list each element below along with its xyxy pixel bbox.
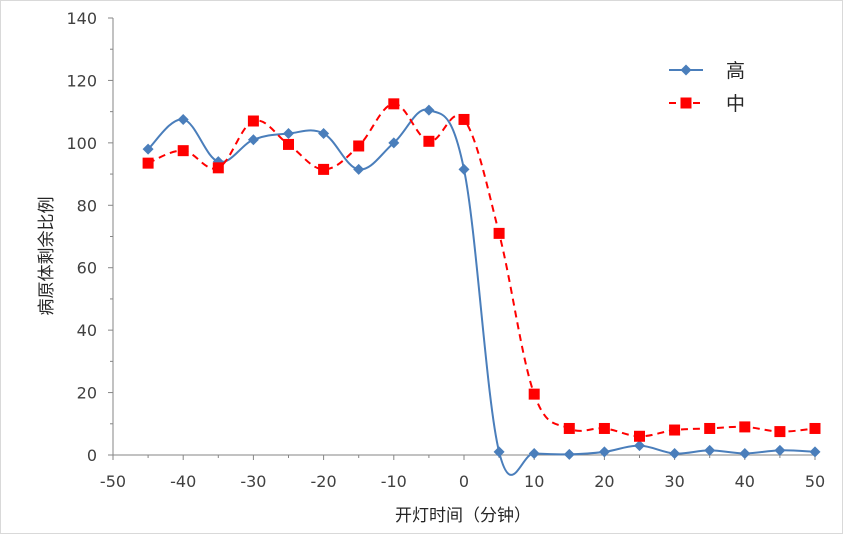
x-axis-title: 开灯时间（分钟） (395, 506, 531, 526)
axes (112, 18, 815, 456)
y-tick-label: 0 (87, 446, 97, 465)
data-point (634, 430, 645, 442)
data-point (177, 145, 189, 157)
x-tick-label: 30 (664, 472, 684, 491)
data-point (563, 422, 575, 434)
data-point (458, 163, 470, 175)
data-point (247, 134, 259, 146)
data-point (142, 143, 154, 155)
x-tick-label: 10 (524, 472, 544, 491)
data-point (528, 447, 540, 459)
data-point (774, 426, 786, 438)
x-tick-label: 0 (459, 472, 469, 491)
data-point (598, 422, 610, 434)
data-point (739, 447, 751, 459)
legend-label: 中 (726, 93, 745, 115)
data-point (212, 162, 224, 174)
data-point (528, 388, 540, 400)
x-tick-label: -40 (170, 472, 196, 491)
legend-marker (680, 64, 692, 76)
data-point (388, 98, 400, 110)
data-point (318, 127, 330, 139)
data-point (774, 444, 786, 456)
x-tick-label: -50 (100, 472, 126, 491)
x-tick-label: 50 (805, 472, 825, 491)
data-point (142, 157, 154, 169)
data-point (423, 135, 435, 147)
data-point (283, 127, 294, 139)
legend-label: 高 (726, 60, 745, 82)
data-point (809, 446, 821, 458)
x-tick-label: 20 (594, 472, 614, 491)
data-point (353, 140, 365, 152)
data-point (493, 227, 505, 239)
data-point (704, 422, 716, 434)
y-tick-label: 120 (66, 71, 97, 90)
series-mid (142, 98, 821, 442)
data-point (423, 104, 435, 116)
y-tick-label: 60 (77, 259, 97, 278)
data-point (809, 422, 821, 434)
axis-ticks: 0 20 40 60 80 100 120 140 -50 -40 -30 -20 -10 0 10 20 30… (66, 9, 825, 491)
x-tick-label: 40 (735, 472, 755, 491)
legend: 高中 (669, 60, 745, 115)
x-tick-label: -10 (381, 472, 407, 491)
data-point (739, 421, 751, 433)
data-point (353, 163, 365, 175)
data-point (669, 447, 681, 459)
data-point (318, 163, 330, 175)
y-axis-title: 病原体剩余比例 (37, 197, 57, 316)
data-point (283, 138, 294, 150)
data-point (669, 424, 681, 436)
y-tick-label: 100 (66, 134, 97, 153)
series-high (142, 104, 821, 476)
data-point (458, 113, 470, 125)
y-tick-label: 80 (77, 196, 97, 215)
y-tick-label: 140 (66, 9, 97, 28)
y-tick-label: 20 (77, 384, 97, 403)
y-tick-label: 40 (77, 321, 97, 340)
series-lines (142, 98, 821, 476)
data-point (634, 440, 645, 452)
data-point (598, 446, 610, 458)
x-tick-label: -30 (240, 472, 266, 491)
data-point (563, 448, 575, 460)
series-line (147, 108, 816, 476)
data-point (177, 113, 189, 125)
series-line (147, 102, 816, 438)
data-point (704, 444, 716, 456)
data-point (493, 446, 505, 458)
data-point (247, 115, 259, 127)
x-tick-label: -20 (311, 472, 337, 491)
legend-marker (680, 97, 692, 109)
data-point (388, 137, 400, 149)
